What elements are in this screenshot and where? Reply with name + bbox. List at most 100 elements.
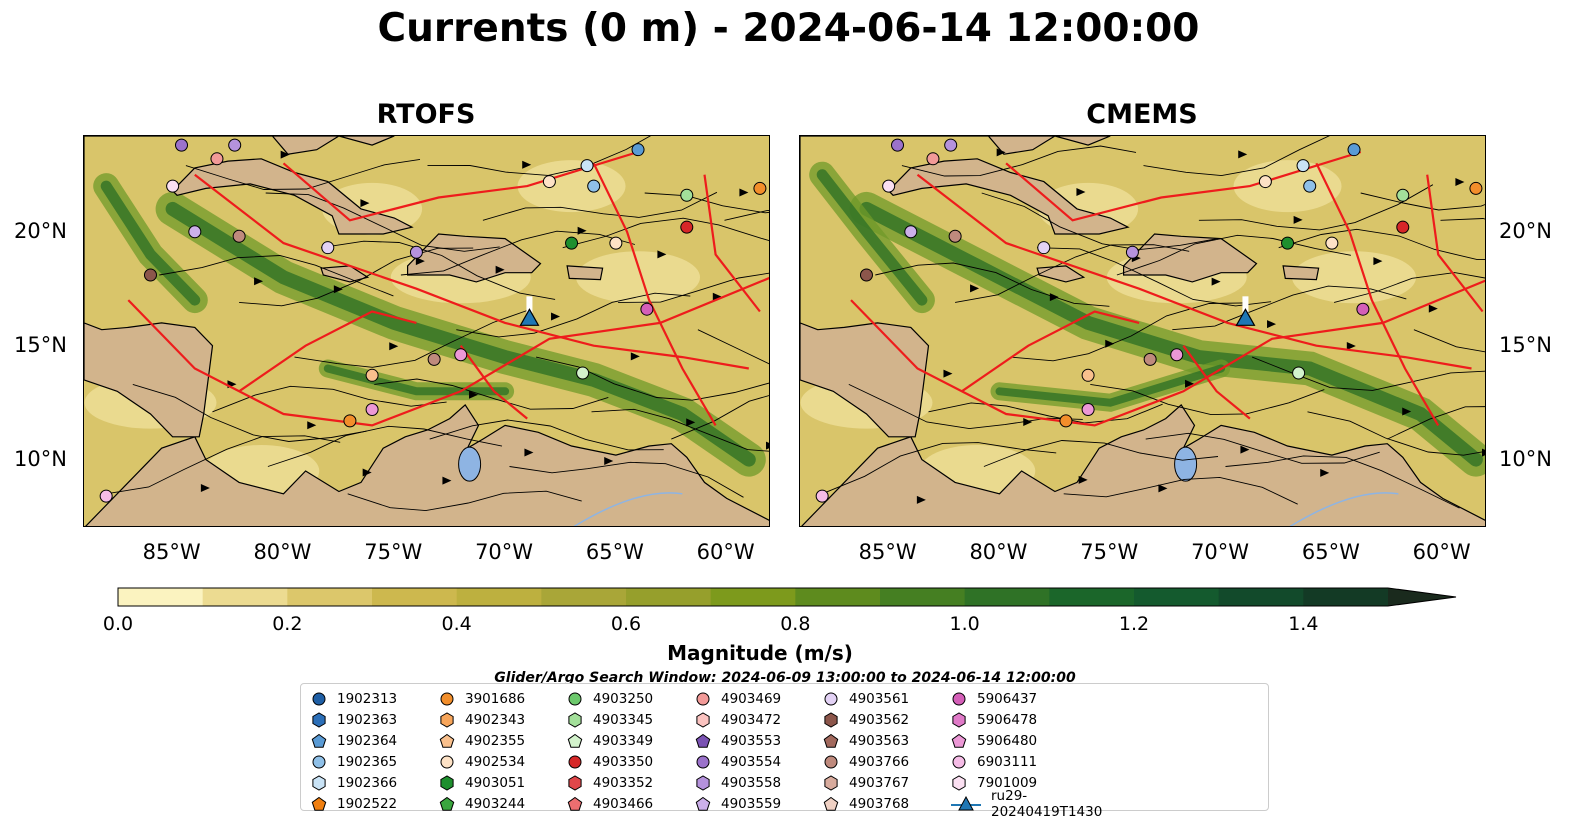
streamline [159, 255, 394, 297]
streamline [1143, 136, 1330, 177]
boundary-line [282, 150, 639, 222]
flow-arrow [943, 369, 953, 378]
flow-arrow [766, 441, 769, 450]
legend-label: 4903768 [849, 795, 910, 812]
hexagon-marker-icon [312, 711, 326, 728]
argo-float-marker [587, 179, 601, 193]
legend-label: 4902343 [465, 711, 526, 728]
flow-arrow [1428, 304, 1438, 313]
colorbar-segment [626, 588, 712, 606]
argo-float-marker [1143, 352, 1157, 366]
colorbar-segment [541, 588, 627, 606]
legend-label: 1902313 [337, 690, 398, 707]
colorbar-segment [456, 588, 542, 606]
flow-arrow [362, 468, 372, 477]
streamline [955, 244, 1190, 303]
colorbar-segment [964, 588, 1050, 606]
streamline [697, 329, 769, 365]
argo-float-marker [228, 138, 242, 152]
argo-float-marker [365, 402, 379, 416]
flow-arrow [1076, 188, 1086, 197]
legend-entry: 1902366 [311, 772, 439, 793]
argo-float-marker [1292, 366, 1306, 380]
legend-entry: 4903768 [823, 793, 951, 814]
streamline [562, 217, 769, 249]
flow-arrow [1078, 475, 1088, 484]
boundary-line [703, 174, 761, 313]
streamline [1198, 184, 1434, 231]
flow-arrow [1402, 407, 1412, 416]
glider-marker [1235, 308, 1256, 326]
flow-arrow [389, 342, 399, 351]
legend-label: 4903562 [849, 711, 910, 728]
flow-arrow [1373, 257, 1383, 266]
legend-label: 4903563 [849, 732, 910, 749]
legend-label: 5906480 [977, 732, 1038, 749]
flow-arrow [630, 352, 640, 361]
argo-float-marker [926, 152, 940, 166]
flow-arrow [1105, 339, 1115, 348]
boundary-line [1315, 162, 1440, 426]
legend-entry: 4903558 [695, 772, 823, 793]
colorbar-segment [202, 588, 288, 606]
land-polygon [320, 265, 370, 283]
pentagon-marker-icon [951, 733, 967, 748]
pentagon-marker-icon [439, 733, 455, 748]
legend-entry: 4903350 [567, 751, 695, 772]
flow-arrow [1211, 277, 1221, 286]
boundary-line [459, 345, 528, 420]
lon-tick-label: 75°W [1080, 540, 1139, 564]
argo-float-marker [1347, 143, 1361, 157]
legend-entry: 4902534 [439, 751, 567, 772]
legend-label: 4903561 [849, 690, 910, 707]
pentagon-marker-icon [567, 733, 583, 748]
flow-arrow [970, 284, 980, 293]
streamline [928, 402, 1163, 424]
colorbar-tick-label: 1.2 [1118, 613, 1150, 635]
legend-label: 4903350 [593, 753, 654, 770]
legend-entry: 4902355 [439, 730, 567, 751]
lat-tick-label: 20°N [1499, 218, 1552, 243]
flow-arrow [307, 421, 317, 430]
lon-tick-label: 70°W [475, 540, 534, 564]
flow-arrow [469, 390, 479, 399]
legend-label: 4903345 [593, 711, 654, 728]
legend-label: ru29-20240419T1430 [991, 787, 1103, 820]
argo-float-marker [882, 179, 896, 193]
legend-label: 7901009 [977, 774, 1038, 791]
boundary-line [1426, 174, 1484, 313]
lat-tick-label: 10°N [1499, 446, 1552, 471]
flow-arrow [996, 148, 1006, 157]
legend-label: 4903767 [849, 774, 910, 791]
land-polygon [84, 136, 214, 438]
streamline [347, 490, 582, 512]
argo-float-marker [1469, 181, 1483, 195]
argo-float-marker [166, 179, 180, 193]
legend-label: 4903244 [465, 795, 526, 812]
colorbar-tick-label: 0.8 [780, 613, 811, 635]
hexagon-marker-icon [824, 774, 838, 791]
land-polygon [1123, 233, 1258, 283]
streamline [185, 158, 421, 190]
streamline [106, 435, 341, 495]
rtofs-current-map[interactable] [83, 135, 770, 527]
colorbar [117, 587, 1457, 607]
legend-entry: ru29-20240419T1430 [951, 788, 1102, 820]
cmems-current-map[interactable] [799, 135, 1486, 527]
boundary-line [1005, 150, 1362, 222]
colorbar-tick-label: 0.6 [610, 613, 642, 635]
colorbar-extend-arrow [1388, 588, 1456, 606]
legend-entry: 3901686 [439, 688, 567, 709]
streamline [482, 191, 718, 221]
streamline [400, 230, 636, 276]
hexagon-marker-icon [696, 774, 710, 791]
flow-arrow [280, 150, 290, 159]
legend-entry: 4903051 [439, 772, 567, 793]
pentagon-marker-icon [567, 796, 583, 811]
argo-float-marker [175, 138, 189, 152]
legend-entry: 1902313 [311, 688, 439, 709]
land-polygon [566, 265, 604, 281]
hexagon-marker-icon [568, 711, 582, 728]
flow-arrow [1320, 468, 1330, 477]
pentagon-marker-icon [695, 733, 711, 748]
